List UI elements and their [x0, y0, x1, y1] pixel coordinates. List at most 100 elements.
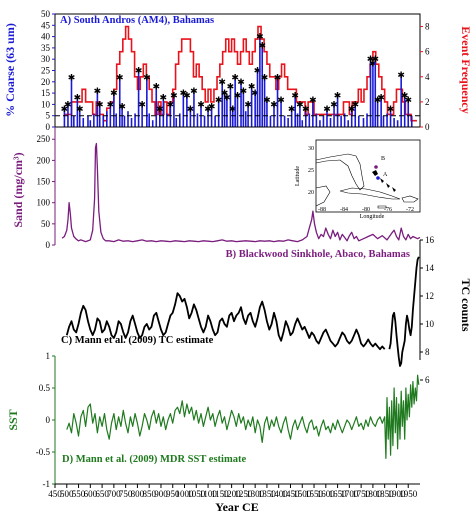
- tick-label: 1800: [364, 489, 383, 499]
- event-star-marker: ✱: [138, 100, 146, 110]
- sand-series: [61, 142, 421, 243]
- tick-label: 6: [425, 47, 430, 57]
- event-star-marker: ✱: [110, 89, 118, 99]
- event-star-marker: ✱: [258, 42, 266, 52]
- tick-label: -84: [340, 207, 348, 213]
- event-star-marker: ✱: [116, 73, 124, 83]
- event-star-marker: ✱: [156, 105, 164, 115]
- event-star-marker: ✱: [270, 100, 278, 110]
- tick-label: 550: [72, 489, 86, 499]
- site-b-marker: [374, 165, 378, 169]
- inset-map-ylabel: Latitude: [295, 166, 301, 186]
- panel-a-label: A) South Andros (AM4), Bahamas: [60, 15, 214, 26]
- tick-label: 200: [37, 155, 51, 165]
- tick-label: 0: [46, 415, 51, 425]
- tick-label: 900: [154, 489, 168, 499]
- tick-label: -0.5: [36, 447, 51, 457]
- florida-coast: [315, 153, 365, 191]
- inset-map-ticks: -88 -84 -80 -76 -72 30 25 20: [308, 146, 414, 213]
- tick-label: 2: [425, 97, 430, 107]
- site-a-marker: [376, 176, 380, 180]
- event-star-marker: ✱: [274, 73, 282, 83]
- panel-a-right-ticks: 0 2 4 6 8: [420, 22, 430, 132]
- tick-label: 0: [46, 240, 51, 250]
- tick-label: -80: [362, 207, 370, 213]
- tick-label: 8: [425, 347, 430, 357]
- event-star-marker: ✱: [374, 96, 382, 106]
- tick-label: 30: [41, 54, 51, 64]
- tick-label: 12: [425, 291, 434, 301]
- panel-d: -1-0.500.51 4505005506006507007508008509…: [6, 351, 420, 514]
- event-star-marker: ✱: [351, 100, 359, 110]
- tick-label: 1500: [293, 489, 312, 499]
- tick-label: 1450: [281, 489, 300, 499]
- tick-label: 1600: [317, 489, 336, 499]
- event-star-marker: ✱: [263, 96, 271, 106]
- panel-b: 0 50 100 150 200 250 Sand (mg/cm³) B) Blackwo…: [11, 127, 421, 260]
- tick-label: 20: [41, 77, 51, 87]
- tick-label: 0: [425, 122, 430, 132]
- event-star-marker: ✱: [277, 96, 285, 106]
- event-star-marker: ✱: [107, 100, 115, 110]
- event-star-marker: ✱: [61, 105, 69, 115]
- event-star-marker: ✱: [180, 89, 188, 99]
- event-star-marker: ✱: [302, 105, 310, 115]
- panel-a-left-ylabel: % Coarse (63 um): [3, 23, 17, 117]
- tick-label: 1000: [176, 489, 195, 499]
- sand-line: [61, 142, 421, 243]
- event-star-marker: ✱: [288, 105, 296, 115]
- tick-label: 50: [41, 9, 51, 19]
- panel-d-label: D) Mann et al. (2009) MDR SST estimate: [62, 454, 246, 465]
- jamaica-outline: [377, 205, 387, 209]
- event-star-marker: ✱: [64, 100, 72, 110]
- yucatan-outline: [315, 185, 331, 207]
- event-star-marker: ✱: [170, 91, 178, 101]
- event-star-marker: ✱: [334, 91, 342, 101]
- tick-label: 1950: [399, 489, 418, 499]
- event-star-marker: ✱: [401, 91, 409, 101]
- panel-b-ticks: 0 50 100 150 200 250: [37, 134, 55, 250]
- event-frequency-line: [64, 25, 417, 122]
- panel-b-ylabel: Sand (mg/cm³): [11, 152, 25, 227]
- tick-label: 8: [425, 22, 430, 32]
- tick-label: 950: [166, 489, 180, 499]
- event-star-marker: ✱: [74, 94, 82, 104]
- event-star-marker: ✱: [183, 91, 191, 101]
- tick-label: 1850: [376, 489, 395, 499]
- tick-label: 650: [95, 489, 109, 499]
- tick-label: 1050: [187, 489, 206, 499]
- event-star-marker: ✱: [387, 105, 395, 115]
- tick-label: 250: [37, 134, 51, 144]
- event-star-marker: ✱: [330, 100, 338, 110]
- event-star-marker: ✱: [237, 78, 245, 88]
- event-star-marker: ✱: [397, 71, 405, 81]
- panel-d-x-ticks: 4505005506006507007508008509009501000105…: [48, 484, 418, 499]
- event-star-marker: ✱: [231, 73, 239, 83]
- panel-a-right-ylabel: Event Frequency: [459, 26, 473, 113]
- event-star-marker: ✱: [143, 73, 151, 83]
- event-star-marker: ✱: [240, 87, 248, 97]
- tick-label: 0: [46, 122, 51, 132]
- tc-series: [65, 256, 420, 367]
- site-a-label: A: [383, 172, 388, 178]
- tick-label: 10: [41, 99, 51, 109]
- panel-d-ylabel: SST: [6, 409, 20, 430]
- event-star-marker: ✱: [256, 33, 264, 43]
- tick-label: 1700: [340, 489, 359, 499]
- event-star-marker: ✱: [94, 87, 102, 97]
- tick-label: -88: [318, 207, 326, 213]
- event-star-marker: ✱: [309, 96, 317, 106]
- event-star-marker: ✱: [118, 103, 126, 113]
- event-star-marker: ✱: [215, 96, 223, 106]
- tick-label: 15: [41, 88, 51, 98]
- coarse-fraction-series: ✱✱✱✱✱✱✱ ✱✱✱✱✱✱✱✱✱✱✱✱ ✱✱✱✱✱ ✱✱✱✱✱✱✱✱✱✱✱✱✱✱✱✱…: [61, 33, 413, 127]
- event-star-marker: ✱: [190, 87, 198, 97]
- tick-label: 800: [131, 489, 145, 499]
- panel-c-ylabel: TC counts: [459, 278, 473, 331]
- event-star-marker: ✱: [204, 105, 212, 115]
- event-star-marker: ✱: [160, 94, 168, 104]
- event-star-marker: ✱: [367, 55, 375, 65]
- tick-label: 20: [308, 190, 314, 196]
